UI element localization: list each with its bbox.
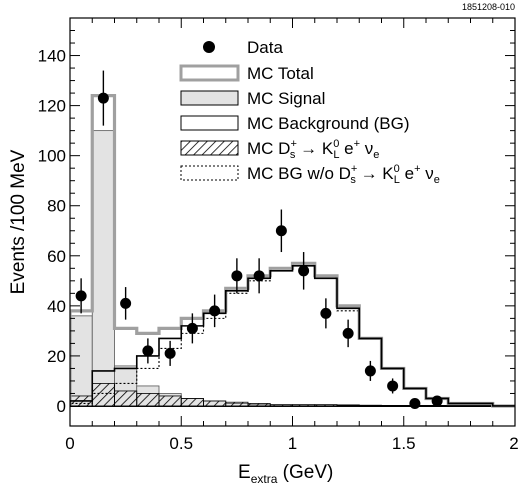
data-point <box>209 305 221 317</box>
legend-label-data: Data <box>247 38 283 57</box>
mc_kl-bar <box>269 404 293 407</box>
y-tick-label: 100 <box>38 147 66 166</box>
mc_kl-bar <box>136 393 160 407</box>
y-tick-label: 120 <box>38 97 66 116</box>
y-tick-label: 0 <box>57 397 66 416</box>
mc_kl-bar <box>91 383 115 407</box>
y-tick-label: 20 <box>47 347 66 366</box>
x-tick-label: 2 <box>509 434 518 453</box>
x-tick-label: 0 <box>65 434 74 453</box>
mc_kl-bar <box>381 405 405 407</box>
data-point <box>120 297 132 309</box>
data-point <box>164 347 176 359</box>
mc_kl-bar <box>358 404 382 407</box>
data-point <box>97 92 109 104</box>
mc_kl-bar <box>180 398 204 407</box>
y-tick-label: 80 <box>47 197 66 216</box>
data-point <box>253 270 265 282</box>
legend-label-mc-total: MC Total <box>247 64 314 83</box>
legend-label-mc-bg-wo: MC BG w/o D+ s → K0 L e+ νe <box>247 163 440 186</box>
mc_kl-bar <box>292 404 316 407</box>
mc_kl-bar <box>314 404 338 407</box>
mc-bg-wo-series-line <box>70 265 515 407</box>
legend-label-mc-kl: MC D+ s → K0 L e+ νe <box>247 138 379 161</box>
legend-marker-mc-bg <box>180 115 239 131</box>
data-point <box>275 225 287 237</box>
legend-label-mc-bg: MC Background (BG) <box>247 114 410 133</box>
legend-marker-mc-signal <box>180 90 239 106</box>
legend: Data MC Total MC Signal MC Background (B… <box>179 38 440 186</box>
x-axis-label-main: E <box>238 462 251 483</box>
mc_kl-bar <box>247 403 271 407</box>
y-tick-label: 40 <box>47 297 66 316</box>
x-axis-label: Eextra (GeV) <box>238 462 333 486</box>
mc_signal-bar <box>70 315 93 407</box>
mc_kl-bar <box>158 395 182 407</box>
y-tick-label: 60 <box>47 247 66 266</box>
legend-marker-mc-kl <box>180 140 239 156</box>
data-point <box>298 265 310 277</box>
legend-marker-data <box>203 41 215 53</box>
legend-label-mc-signal: MC Signal <box>247 89 325 108</box>
figure-id: 1851208-010 <box>462 2 515 12</box>
data-point <box>364 365 376 377</box>
mc_signal-bar <box>91 130 115 407</box>
legend-marker-mc-bg-wo <box>180 165 239 181</box>
data-point <box>186 322 198 334</box>
data-point <box>142 345 154 357</box>
y-tick-label: 140 <box>38 47 66 66</box>
x-tick-label: 1 <box>288 434 297 453</box>
data-point <box>231 270 243 282</box>
y-axis-label: Events /100 MeV <box>8 149 29 294</box>
data-point <box>342 327 354 339</box>
mc-bg-series-line <box>70 265 515 407</box>
x-tick-label: 0.5 <box>169 434 193 453</box>
plot-area <box>70 70 515 409</box>
mc_kl-bar <box>114 390 138 407</box>
mc_kl-bar <box>203 400 227 407</box>
data-point <box>75 290 87 302</box>
mc_kl-bar <box>225 401 249 407</box>
data-point <box>387 380 399 392</box>
data-point <box>320 307 332 319</box>
data-point <box>409 397 421 409</box>
legend-marker-mc-total <box>179 64 240 82</box>
x-axis-label-unit: (GeV) <box>277 462 333 483</box>
x-axis-label-sub: extra <box>251 472 278 486</box>
x-tick-label: 1.5 <box>392 434 416 453</box>
mc_kl-bar <box>336 404 360 407</box>
data-point <box>431 395 443 407</box>
